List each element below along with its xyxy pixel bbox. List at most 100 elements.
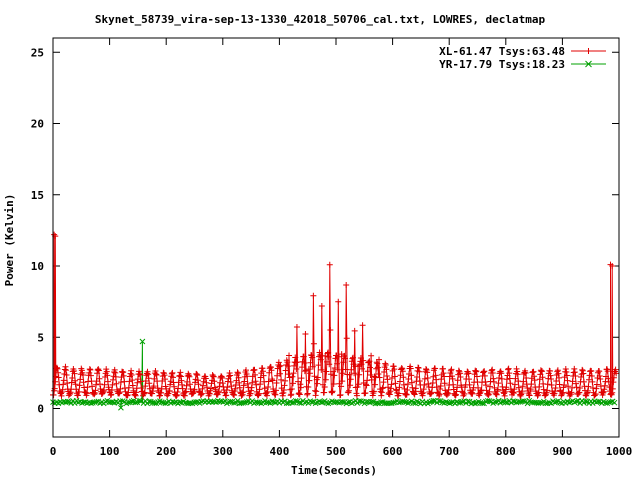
series-xl-point <box>185 372 192 379</box>
series-xl-point <box>469 390 476 397</box>
series-xl-point <box>269 377 276 384</box>
series-yr-point <box>309 399 315 405</box>
series-xl-point <box>588 367 595 374</box>
series-xl-point <box>238 392 245 399</box>
series-xl-point <box>472 367 479 374</box>
series-xl-point <box>117 385 124 392</box>
series-xl-point <box>506 375 513 382</box>
series-xl-point <box>562 366 569 373</box>
series-yr-point <box>234 397 241 404</box>
series-xl-point <box>478 387 485 394</box>
series-xl-point <box>152 367 159 374</box>
series-xl-point <box>51 231 58 238</box>
series-xl-point <box>314 374 321 381</box>
series-xl-point <box>307 359 314 366</box>
series-xl-point <box>351 327 358 334</box>
series-xl-point <box>564 377 571 384</box>
series-xl-point <box>544 387 551 394</box>
series-xl-point <box>440 370 447 377</box>
series-xl-point <box>342 355 349 362</box>
series-xl-point <box>585 383 592 390</box>
series-xl-point <box>505 365 512 372</box>
series-xl-point <box>215 389 222 396</box>
series-xl-point <box>477 387 484 394</box>
series-xl-point <box>399 368 406 375</box>
series-yr-point <box>510 398 516 405</box>
series-xl-point <box>219 375 226 382</box>
series-xl-point <box>436 391 443 398</box>
series-xl-point <box>121 378 128 385</box>
series-xl-point <box>392 386 399 393</box>
series-yr-point <box>377 399 384 405</box>
series-xl-point <box>74 392 81 399</box>
series-xl-point <box>457 374 464 381</box>
series-xl-point <box>536 383 543 390</box>
series-xl-point <box>104 378 111 385</box>
series-xl-point <box>183 388 190 395</box>
series-xl-point <box>424 369 431 376</box>
series-yr-point <box>240 399 247 406</box>
series-xl-point <box>154 385 161 392</box>
series-xl-point <box>53 364 60 371</box>
series-xl-point <box>96 381 103 388</box>
series-xl-point <box>383 372 390 379</box>
series-yr-point <box>296 399 303 406</box>
series-yr-point <box>459 398 466 405</box>
series-xl-point <box>576 385 583 392</box>
series-xl-point <box>337 391 344 398</box>
series-xl-point <box>250 367 257 374</box>
series-xl-point <box>404 381 411 388</box>
series-xl-point <box>69 374 76 381</box>
series-yr-point <box>595 398 602 405</box>
series-xl-point <box>291 362 298 369</box>
series-xl-point <box>376 374 383 381</box>
series-yr-point <box>551 399 558 406</box>
series-xl-point <box>173 392 180 399</box>
series-xl-point <box>161 372 168 379</box>
series-xl-point <box>366 364 373 371</box>
series-xl-point <box>203 384 210 391</box>
series-xl-point <box>327 326 334 333</box>
series-yr-point <box>289 399 295 406</box>
series-xl-point <box>475 384 482 391</box>
series-xl-point <box>572 373 579 380</box>
series-xl-point <box>527 386 534 393</box>
series-xl-point <box>465 370 472 377</box>
series-xl-point <box>472 368 479 375</box>
series-xl-point <box>445 390 452 397</box>
series-xl-point <box>318 303 325 310</box>
series-xl-point <box>82 389 89 396</box>
series-xl-point <box>293 324 300 331</box>
series-xl-point <box>366 358 373 365</box>
series-xl-point <box>109 376 116 383</box>
series-xl-point <box>141 390 148 397</box>
series-xl-point <box>183 382 190 389</box>
series-yr-point <box>339 398 346 405</box>
series-xl-point <box>92 387 99 394</box>
series-xl-point <box>181 392 188 399</box>
series-yr-point <box>390 399 397 406</box>
series-xl-point <box>304 391 311 398</box>
series-xl-point <box>416 377 423 384</box>
series-yr-point <box>227 398 234 405</box>
series-xl-point <box>293 365 300 372</box>
series-xl-point <box>364 377 371 384</box>
series-yr-point <box>521 398 527 404</box>
series-xl-point <box>363 382 370 389</box>
series-xl-point <box>332 355 339 362</box>
series-yr-point <box>401 398 408 405</box>
series-xl-point <box>195 381 202 388</box>
series-xl-point <box>580 378 587 385</box>
series-xl-point <box>275 359 282 366</box>
series-xl-point <box>559 389 566 396</box>
series-xl-point <box>498 375 505 382</box>
x-tick-label: 1000 <box>606 445 633 458</box>
series-xl-point <box>449 375 456 382</box>
series-yr-point <box>231 400 237 406</box>
series-xl-point <box>556 374 563 381</box>
series-xl-point <box>284 363 291 370</box>
series-xl-point <box>87 366 94 373</box>
series-xl-point <box>359 322 366 329</box>
series-xl-point <box>269 376 276 383</box>
series-xl-point <box>223 392 230 399</box>
